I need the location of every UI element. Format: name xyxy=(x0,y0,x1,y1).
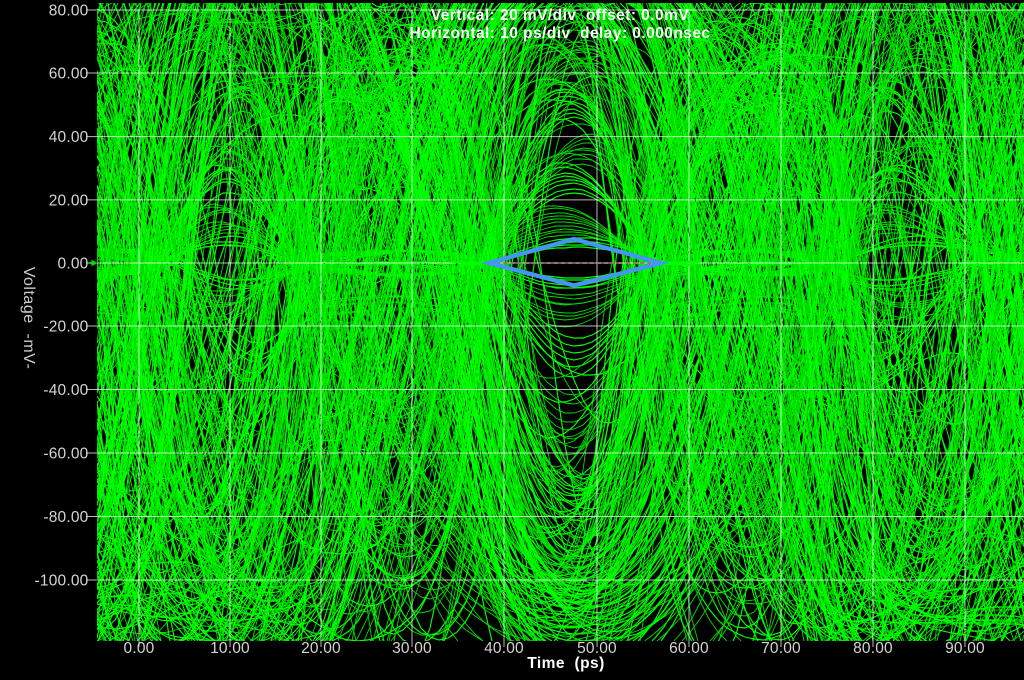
svg-text:60.00: 60.00 xyxy=(49,66,89,83)
svg-text:40.00: 40.00 xyxy=(484,640,524,657)
svg-text:Horizontal: 10 ps/div delay:: Horizontal: 10 ps/div delay: 0.000nsec xyxy=(410,25,711,42)
svg-text:-60.00: -60.00 xyxy=(43,446,88,463)
svg-text:Vertical: 20 mV/div offset: 0: Vertical: 20 mV/div offset: 0.0mV xyxy=(431,7,689,24)
svg-text:80.00: 80.00 xyxy=(49,3,89,20)
svg-text:20.00: 20.00 xyxy=(301,640,341,657)
svg-text:30.00: 30.00 xyxy=(392,640,432,657)
svg-text:Voltage -mV-: Voltage -mV- xyxy=(20,267,37,370)
svg-text:80.00: 80.00 xyxy=(853,640,893,657)
svg-text:-40.00: -40.00 xyxy=(43,382,88,399)
svg-text:-100.00: -100.00 xyxy=(35,573,89,590)
svg-text:20.00: 20.00 xyxy=(49,193,89,210)
svg-text:70.00: 70.00 xyxy=(761,640,801,657)
svg-text:40.00: 40.00 xyxy=(49,129,89,146)
svg-text:-20.00: -20.00 xyxy=(43,319,88,336)
svg-text:Time (ps): Time (ps) xyxy=(527,655,604,672)
svg-text:10.00: 10.00 xyxy=(210,640,250,657)
svg-text:0.00: 0.00 xyxy=(58,256,89,273)
svg-text:0.00: 0.00 xyxy=(124,640,155,657)
svg-text:60.00: 60.00 xyxy=(669,640,709,657)
svg-text:-80.00: -80.00 xyxy=(43,509,88,526)
svg-text:90.00: 90.00 xyxy=(945,640,985,657)
svg-text:50.00: 50.00 xyxy=(577,640,617,657)
